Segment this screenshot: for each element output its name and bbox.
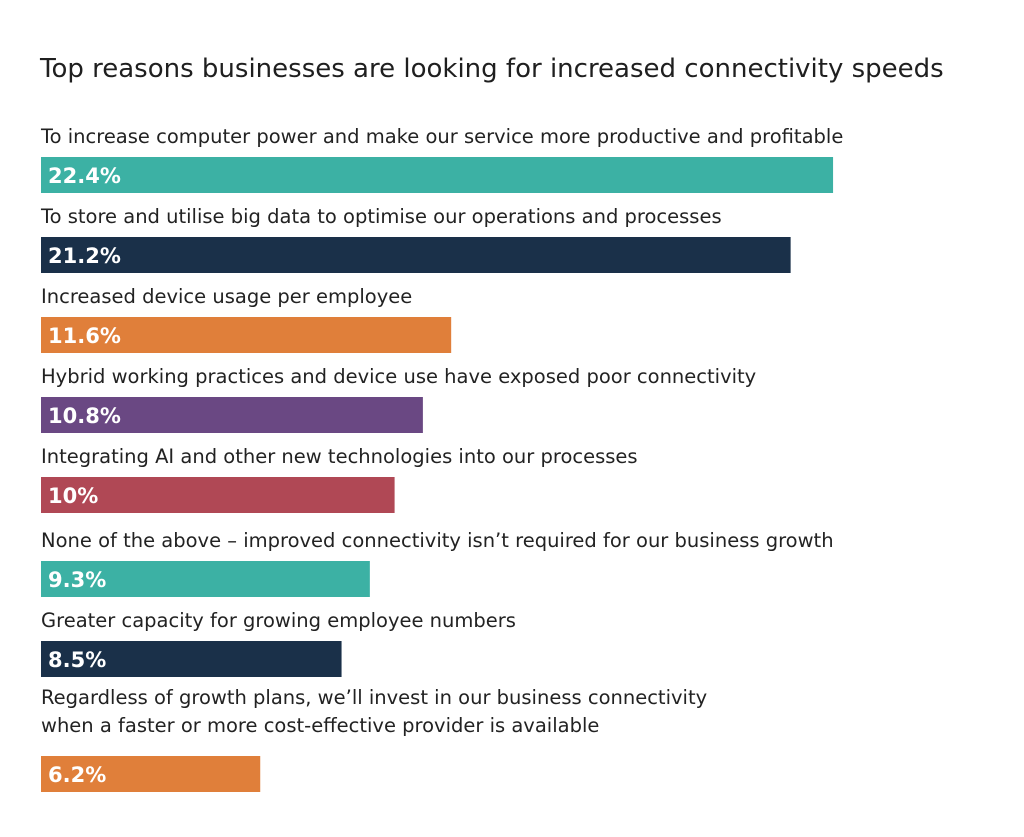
category-label: None of the above – improved connectivit…	[41, 529, 834, 552]
data-label: 9.3%	[48, 568, 106, 592]
bar	[41, 317, 452, 353]
bar	[41, 157, 834, 193]
category-label: To increase computer power and make our …	[40, 125, 843, 148]
bar	[41, 477, 395, 513]
category-label: Increased device usage per employee	[41, 285, 412, 308]
bar	[41, 237, 791, 273]
data-label: 11.6%	[48, 324, 121, 348]
category-label: when a faster or more cost-effective pro…	[41, 714, 599, 737]
category-label: To store and utilise big data to optimis…	[40, 205, 722, 228]
bar	[41, 397, 423, 433]
category-label: Regardless of growth plans, we’ll invest…	[41, 686, 707, 709]
data-label: 10%	[48, 484, 98, 508]
chart-title: Top reasons businesses are looking for i…	[39, 54, 944, 84]
bar	[41, 641, 342, 677]
category-label: Integrating AI and other new technologie…	[41, 445, 638, 468]
category-label: Greater capacity for growing employee nu…	[41, 609, 516, 632]
bar	[41, 561, 370, 597]
data-label: 21.2%	[48, 244, 121, 268]
data-label: 8.5%	[48, 648, 106, 672]
category-label: Hybrid working practices and device use …	[41, 365, 756, 388]
bar	[41, 756, 261, 792]
data-label: 10.8%	[48, 404, 121, 428]
data-label: 22.4%	[48, 164, 121, 188]
data-label: 6.2%	[48, 763, 106, 787]
